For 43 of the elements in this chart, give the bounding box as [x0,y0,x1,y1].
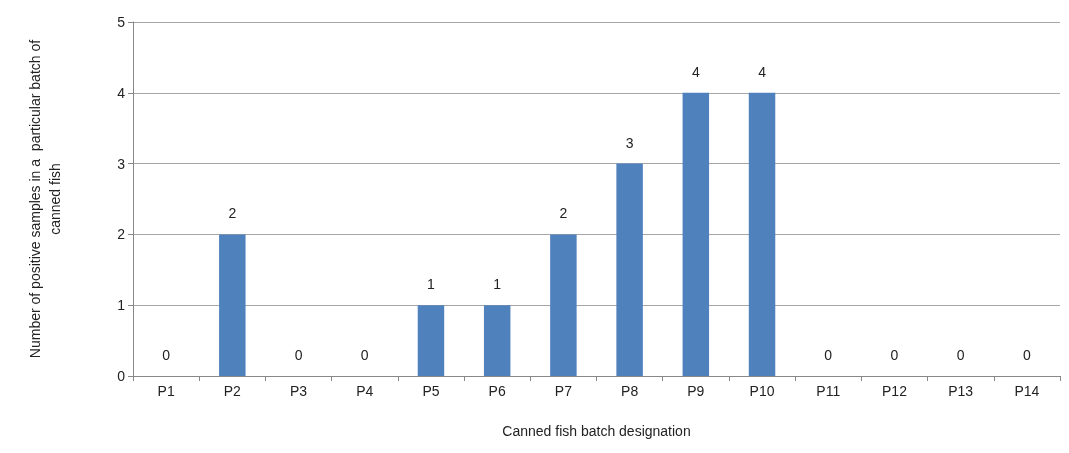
data-label: 0 [890,347,899,363]
x-tick-label: P2 [223,383,242,399]
data-label: 3 [625,134,634,151]
data-label: 0 [824,347,833,363]
y-axis-title: Number of positive samples in a particular batch of canned fish [27,39,63,359]
data-label: 0 [294,347,303,363]
bar [550,234,577,376]
x-tick-label: P8 [621,383,639,399]
data-label: 2 [228,205,237,222]
data-label: 0 [956,347,965,363]
x-tick-label: P6 [488,383,506,399]
x-tick-label: P1 [157,383,175,399]
y-tick-label: 4 [117,84,126,101]
data-label: 4 [691,63,700,80]
x-tick-label: P13 [948,383,974,399]
bar [483,305,511,376]
x-tick-label: P11 [816,383,841,399]
data-label: 0 [1022,347,1031,363]
bar [748,92,776,376]
y-tick-label: 0 [117,368,126,384]
y-tick-label: 2 [117,226,126,243]
y-tick-label: 5 [117,14,126,30]
x-tick-label: P4 [356,383,374,399]
y-tick-label: 1 [117,297,126,314]
x-tick-label: P5 [422,383,440,399]
bar [417,305,445,376]
bar [682,92,710,376]
bar [219,234,246,376]
data-label: 0 [360,347,369,363]
data-label: 1 [493,276,502,293]
x-tick-label: P9 [687,383,705,399]
x-tick-label: P3 [289,383,308,399]
y-tick-label: 3 [117,155,126,172]
x-tick-label: P7 [554,383,573,399]
x-tick-label: P10 [749,383,775,399]
data-label: 4 [758,63,767,80]
x-axis-title: Canned fish batch designation [502,423,691,439]
bar [616,163,643,376]
data-label: 0 [162,347,171,363]
data-label: 1 [427,276,436,293]
x-tick-label: P14 [1014,383,1040,399]
x-tick-label: P12 [882,383,908,399]
data-label: 2 [559,205,568,222]
